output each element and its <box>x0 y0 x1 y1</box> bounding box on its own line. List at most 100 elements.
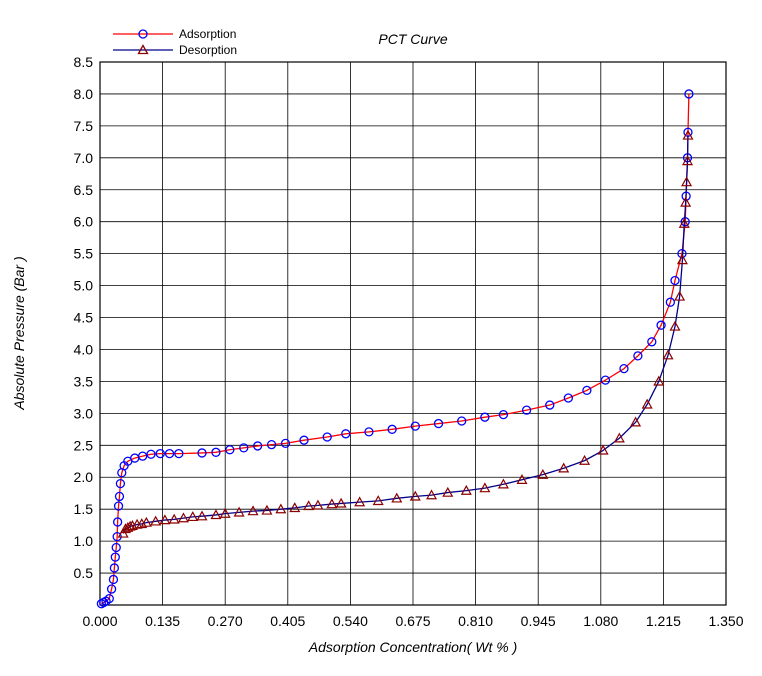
adsorption-point <box>633 351 643 361</box>
legend-item-desorption: Desorption <box>113 43 237 57</box>
desorption-point <box>669 320 681 331</box>
desorption-line <box>122 135 689 534</box>
desorption-point <box>678 217 690 228</box>
desorption-point <box>275 503 287 514</box>
desorption-point <box>630 416 642 427</box>
desorption-point <box>641 398 653 409</box>
x-tick-label: 1.080 <box>583 613 618 629</box>
legend-label-desorption: Desorption <box>179 43 237 57</box>
desorption-point <box>579 454 591 465</box>
adsorption-point <box>341 429 351 439</box>
adsorption-point <box>146 449 156 459</box>
y-tick-label: 2.5 <box>74 437 94 453</box>
x-axis-title: Adsorption Concentration( Wt % ) <box>308 639 518 655</box>
adsorption-point <box>280 438 291 449</box>
desorption-point <box>597 444 609 455</box>
x-axis-ticks: 0.000 0.135 0.270 0.405 0.540 0.675 0.810 0.945… <box>82 613 743 629</box>
adsorption-point <box>174 448 184 459</box>
adsorption-point <box>563 393 573 403</box>
desorption-point <box>662 349 674 360</box>
legend-label-adsorption: Adsorption <box>179 27 236 41</box>
x-tick-label: 0.135 <box>145 613 180 629</box>
desorption-point <box>674 290 686 301</box>
y-tick-label: 5.5 <box>74 246 94 262</box>
adsorption-point <box>322 432 332 442</box>
adsorption-point <box>619 363 629 374</box>
desorption-point <box>676 254 688 265</box>
y-tick-label: 4.0 <box>74 341 94 357</box>
y-tick-label: 5.0 <box>74 278 94 294</box>
adsorption-point <box>498 409 509 420</box>
y-tick-label: 6.0 <box>74 214 94 230</box>
adsorption-point <box>104 593 114 604</box>
series-desorption <box>117 129 694 538</box>
x-tick-label: 0.810 <box>458 613 493 629</box>
legend: Adsorption Desorption <box>113 27 237 57</box>
desorption-point <box>289 502 301 513</box>
x-tick-label: 0.945 <box>521 613 556 629</box>
chart-title: PCT Curve <box>378 31 447 47</box>
y-tick-label: 3.5 <box>74 373 94 389</box>
adsorption-point <box>138 451 148 461</box>
desorption-point <box>409 490 421 501</box>
y-tick-label: 7.5 <box>74 118 94 134</box>
desorption-point <box>219 507 231 518</box>
desorption-point <box>354 496 366 507</box>
desorption-point <box>210 509 222 520</box>
desorption-point <box>261 504 273 515</box>
y-axis-ticks: 0.5 1.0 1.5 2.0 2.5 3.0 3.5 4.0 4.5 5.0 5.5 6.0 6.5 7… <box>74 54 94 581</box>
x-tick-label: 0.540 <box>333 613 368 629</box>
adsorption-point <box>225 445 235 455</box>
series-layer <box>96 89 694 609</box>
adsorption-point <box>211 447 221 457</box>
adsorption-point <box>115 478 126 489</box>
legend-item-adsorption: Adsorption <box>113 27 236 41</box>
adsorption-point <box>582 385 592 396</box>
adsorption-line <box>101 93 690 605</box>
desorption-point <box>247 505 259 516</box>
adsorption-point <box>387 424 397 434</box>
x-tick-label: 0.675 <box>395 613 430 629</box>
desorption-point <box>558 462 570 473</box>
adsorption-point <box>647 337 657 347</box>
adsorption-point <box>684 89 694 99</box>
desorption-point <box>460 484 472 495</box>
desorption-point <box>372 495 384 506</box>
y-tick-label: 7.0 <box>74 150 94 166</box>
desorption-point <box>680 196 692 207</box>
desorption-point <box>159 514 171 525</box>
adsorption-point <box>457 416 467 426</box>
adsorption-point <box>364 427 374 437</box>
desorption-point <box>233 506 245 517</box>
desorption-point <box>479 482 491 493</box>
desorption-point <box>442 486 454 497</box>
adsorption-point <box>197 448 207 458</box>
desorption-point <box>140 516 152 527</box>
y-tick-label: 1.5 <box>74 501 94 517</box>
adsorption-point <box>410 421 420 431</box>
y-tick-label: 8.0 <box>74 86 94 102</box>
plot-area-frame <box>99 61 727 606</box>
y-tick-label: 1.0 <box>74 533 94 549</box>
desorption-point <box>122 521 134 532</box>
adsorption-point <box>266 440 277 450</box>
desorption-point <box>653 375 665 386</box>
adsorption-point <box>299 435 309 445</box>
desorption-point <box>168 513 180 524</box>
adsorption-point <box>113 501 124 511</box>
adsorption-point <box>108 574 119 585</box>
desorption-point <box>681 176 693 187</box>
x-tick-label: 0.405 <box>270 613 305 629</box>
adsorption-point <box>480 412 490 422</box>
desorption-point <box>516 474 528 484</box>
adsorption-point <box>155 448 165 459</box>
adsorption-point <box>111 542 121 553</box>
adsorption-point <box>433 418 444 429</box>
desorption-point <box>335 497 347 508</box>
x-tick-label: 0.000 <box>82 613 117 629</box>
desorption-point <box>177 512 189 523</box>
y-tick-label: 8.5 <box>74 54 94 70</box>
y-tick-label: 4.5 <box>74 310 94 326</box>
